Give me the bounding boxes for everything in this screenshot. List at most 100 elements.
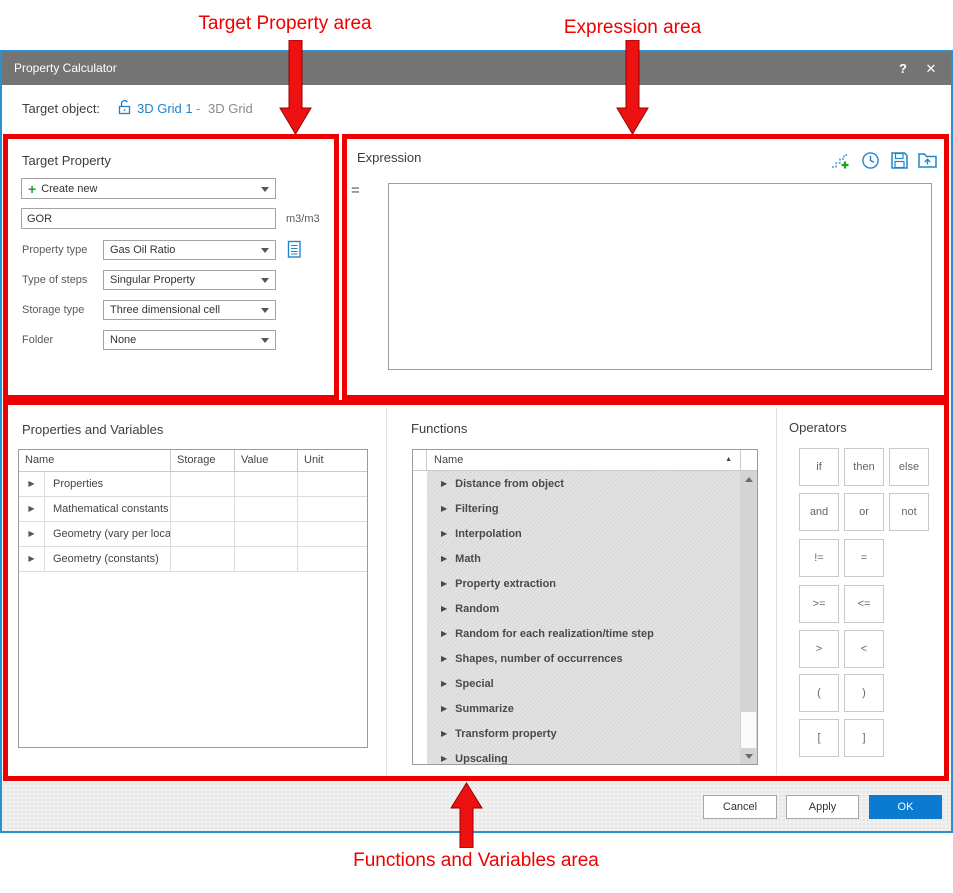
target-object-type: 3D Grid xyxy=(208,101,253,116)
expander-icon[interactable]: ▶ xyxy=(28,504,35,513)
operator-not-button[interactable]: not xyxy=(889,493,929,531)
expander-icon[interactable]: ▶ xyxy=(441,553,448,563)
expander-icon[interactable]: ▶ xyxy=(441,478,448,488)
operator-then-button[interactable]: then xyxy=(844,448,884,486)
operator-less-equal-button[interactable]: <= xyxy=(844,585,884,623)
chevron-down-icon xyxy=(261,308,269,313)
chevron-down-icon xyxy=(261,338,269,343)
expander-icon[interactable]: ▶ xyxy=(441,578,448,588)
functions-variables-area-label: Functions and Variables area xyxy=(353,850,599,871)
table-row[interactable]: ▶ Geometry (constants) xyxy=(19,547,367,572)
operator-if-button[interactable]: if xyxy=(799,448,839,486)
operator-greater-equal-button[interactable]: >= xyxy=(799,585,839,623)
storage-type-label: Storage type xyxy=(22,304,85,316)
function-category[interactable]: ▶ Math xyxy=(441,552,481,565)
column-header-value[interactable]: Value xyxy=(235,450,298,471)
expander-icon[interactable]: ▶ xyxy=(441,703,448,713)
scroll-up-button[interactable] xyxy=(740,471,757,487)
function-category[interactable]: ▶ Random for each realization/time step xyxy=(441,627,654,640)
target-object-label: Target object: xyxy=(22,101,101,116)
expander-icon[interactable]: ▶ xyxy=(441,678,448,688)
unlock-icon[interactable] xyxy=(117,99,132,116)
functions-column-header[interactable]: Name ▲ xyxy=(434,454,732,466)
expander-icon[interactable]: ▶ xyxy=(441,603,448,613)
expander-icon[interactable]: ▶ xyxy=(28,529,35,538)
table-header-row: Name Storage Value Unit xyxy=(19,450,367,472)
expander-icon[interactable]: ▶ xyxy=(28,479,35,488)
template-list-icon[interactable] xyxy=(287,240,302,259)
table-row[interactable]: ▶ Properties xyxy=(19,472,367,497)
property-name-input[interactable] xyxy=(21,208,276,229)
column-header-storage[interactable]: Storage xyxy=(171,450,235,471)
target-property-area-label: Target Property area xyxy=(198,13,372,34)
storage-type-dropdown[interactable]: Three dimensional cell xyxy=(103,300,276,320)
expression-input[interactable] xyxy=(388,183,932,370)
history-clock-icon[interactable] xyxy=(860,150,881,171)
table-row[interactable]: ▶ Geometry (vary per locat xyxy=(19,522,367,547)
chevron-down-icon xyxy=(261,278,269,283)
save-icon[interactable] xyxy=(889,150,910,171)
expression-area-label: Expression area xyxy=(563,17,702,38)
function-category[interactable]: ▶ Filtering xyxy=(441,502,499,515)
function-category[interactable]: ▶ Property extraction xyxy=(441,577,557,590)
panel-divider xyxy=(776,408,777,775)
expander-icon[interactable]: ▶ xyxy=(441,628,448,638)
operator-open-bracket-button[interactable]: [ xyxy=(799,719,839,757)
folder-label: Folder xyxy=(22,334,54,346)
table-row[interactable]: ▶ Mathematical constants xyxy=(19,497,367,522)
column-header-unit[interactable]: Unit xyxy=(304,454,324,466)
operator-not-equal-button[interactable]: != xyxy=(799,539,839,577)
operator-greater-button[interactable]: > xyxy=(799,630,839,668)
expander-icon[interactable]: ▶ xyxy=(28,554,35,563)
expander-icon[interactable]: ▶ xyxy=(441,753,448,763)
expander-icon[interactable]: ▶ xyxy=(441,503,448,513)
function-category[interactable]: ▶ Summarize xyxy=(441,702,514,715)
operator-less-button[interactable]: < xyxy=(844,630,884,668)
sort-ascending-icon[interactable]: ▲ xyxy=(725,456,732,463)
function-category[interactable]: ▶ Special xyxy=(441,677,494,690)
functions-header-row: Name ▲ xyxy=(413,450,757,471)
function-category[interactable]: ▶ Shapes, number of occurrences xyxy=(441,652,623,665)
operator-close-paren-button[interactable]: ) xyxy=(844,674,884,712)
operator-open-paren-button[interactable]: ( xyxy=(799,674,839,712)
operator-close-bracket-button[interactable]: ] xyxy=(844,719,884,757)
open-saved-expression-icon[interactable] xyxy=(917,150,938,171)
scrollbar-thumb[interactable] xyxy=(741,712,756,748)
equals-sign: = xyxy=(351,182,360,199)
expander-icon[interactable]: ▶ xyxy=(441,528,448,538)
function-category[interactable]: ▶ Distance from object xyxy=(441,477,564,490)
operator-equal-button[interactable]: = xyxy=(844,539,884,577)
property-type-dropdown[interactable]: Gas Oil Ratio xyxy=(103,240,276,260)
functions-category-list: ▶ Distance from object ▶ Filtering ▶ Int… xyxy=(427,471,740,764)
column-header-name[interactable]: Name xyxy=(19,450,171,471)
ok-button[interactable]: OK xyxy=(869,795,942,819)
property-type-label: Property type xyxy=(22,244,88,256)
close-icon[interactable]: ✕ xyxy=(925,61,937,76)
scroll-down-button[interactable] xyxy=(740,748,757,764)
scrollbar-corner xyxy=(740,450,757,470)
expander-icon[interactable]: ▶ xyxy=(441,728,448,738)
vertical-scrollbar[interactable] xyxy=(740,471,757,764)
folder-dropdown[interactable]: None xyxy=(103,330,276,350)
create-new-dropdown[interactable]: + Create new xyxy=(21,178,276,199)
help-icon[interactable]: ? xyxy=(899,61,907,76)
function-category[interactable]: ▶ Transform property xyxy=(441,727,557,740)
type-of-steps-dropdown[interactable]: Singular Property xyxy=(103,270,276,290)
function-category[interactable]: ▶ Interpolation xyxy=(441,527,522,540)
add-expression-variable-icon[interactable] xyxy=(830,150,851,171)
expander-icon[interactable]: ▶ xyxy=(441,653,448,663)
operator-or-button[interactable]: or xyxy=(844,493,884,531)
chevron-down-icon xyxy=(261,248,269,253)
function-category[interactable]: ▶ Random xyxy=(441,602,500,615)
target-object-name-link[interactable]: 3D Grid 1 xyxy=(137,101,193,116)
operator-and-button[interactable]: and xyxy=(799,493,839,531)
apply-button[interactable]: Apply xyxy=(786,795,859,819)
unit-label: m3/m3 xyxy=(286,213,320,225)
function-category[interactable]: ▶ Upscaling xyxy=(441,752,508,765)
create-new-label: Create new xyxy=(41,182,98,195)
cancel-button[interactable]: Cancel xyxy=(703,795,777,819)
gutter-column xyxy=(413,450,427,470)
target-object-separator: - xyxy=(196,101,201,116)
window-title: Property Calculator xyxy=(14,61,117,75)
operator-else-button[interactable]: else xyxy=(889,448,929,486)
